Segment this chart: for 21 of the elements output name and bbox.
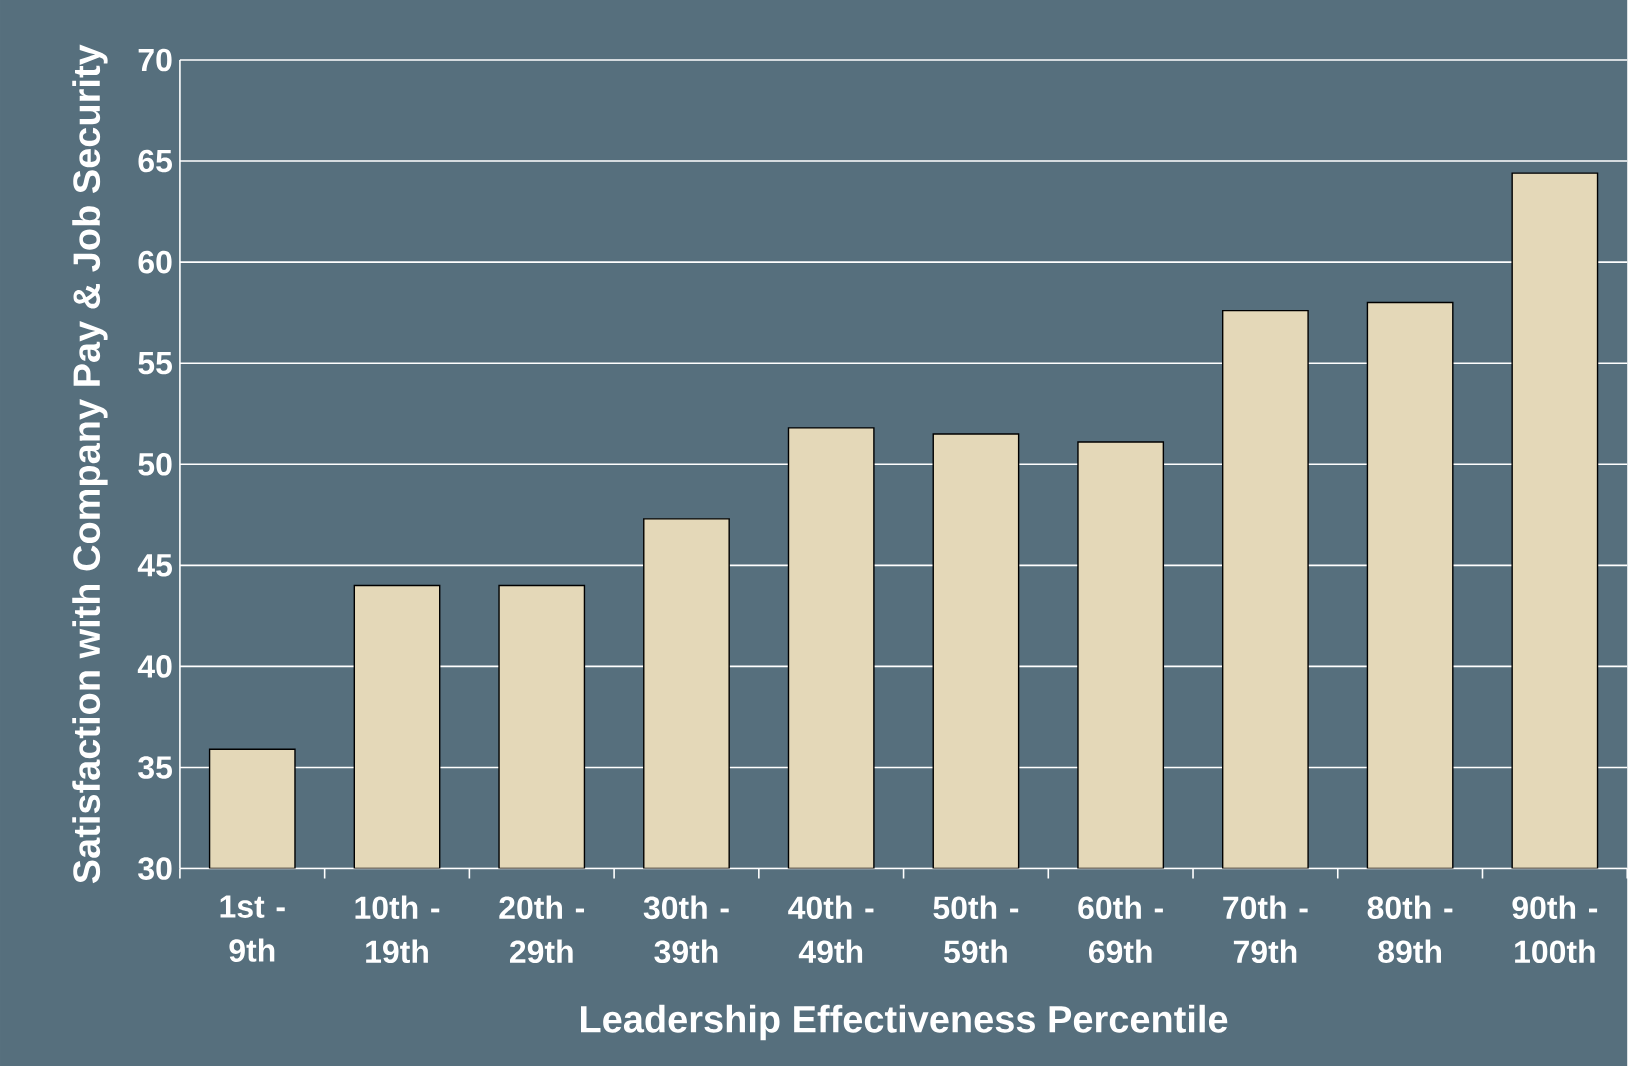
x-tick-label: 50th - 59th <box>933 895 1019 963</box>
x-tick-label: 90th - 100th <box>1512 895 1598 963</box>
y-tick-label: 50 <box>138 452 172 476</box>
x-tick-label: 20th - 29th <box>499 895 584 963</box>
y-tick-label: 60 <box>138 250 172 274</box>
y-tick-label: 65 <box>138 149 172 173</box>
y-tick-label: 30 <box>138 856 172 880</box>
y-tick-label: 35 <box>138 755 172 779</box>
y-tick-label: 40 <box>137 654 172 678</box>
x-tick-label: 70th - 79th <box>1223 895 1308 963</box>
x-tick-label: 40th - 49th <box>788 895 874 963</box>
y-tick-label: 70 <box>138 48 172 72</box>
x-tick-label: 30th - 39th <box>643 895 729 963</box>
x-tick-label: 10th - 19th <box>355 895 440 963</box>
x-tick-label: 1st - 9th <box>220 895 285 962</box>
y-axis-title: Satisfaction with Company Pay & Job Security <box>72 44 108 883</box>
y-tick-label: 55 <box>138 351 172 375</box>
y-tick-label: 45 <box>137 553 172 577</box>
x-tick-label: 80th - 89th <box>1367 895 1453 963</box>
x-axis-title: Leadership Effectiveness Percentile <box>581 1004 1228 1040</box>
x-tick-label: 60th - 69th <box>1078 895 1163 963</box>
